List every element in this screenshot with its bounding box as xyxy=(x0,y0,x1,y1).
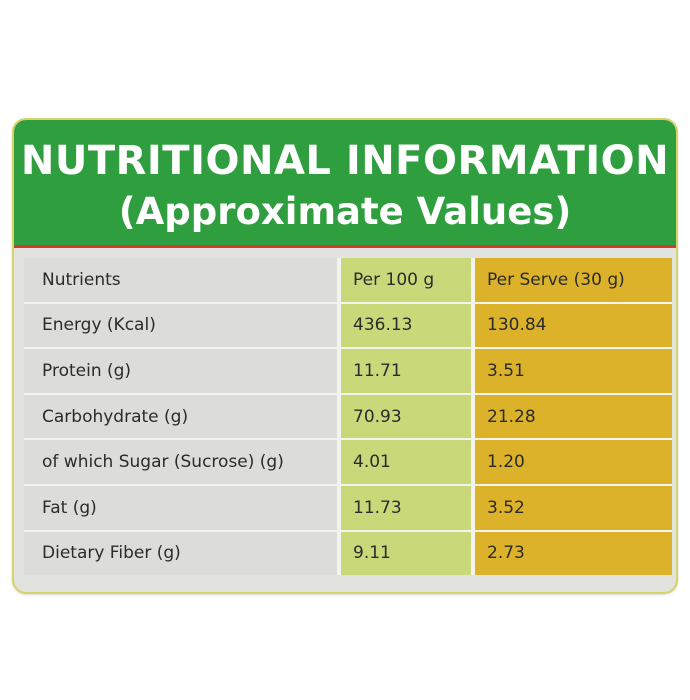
nutrient-name: Energy (Kcal) xyxy=(24,302,337,350)
table-header-row: Nutrients Per 100 g Per Serve (30 g) xyxy=(24,258,672,304)
value-per-serve: 130.84 xyxy=(475,302,672,350)
table-row: Energy (Kcal) 436.13 130.84 xyxy=(24,302,672,350)
table-row: Carbohydrate (g) 70.93 21.28 xyxy=(24,393,672,441)
value-per-100g: 11.71 xyxy=(341,348,471,395)
column-header-per-100g: Per 100 g xyxy=(341,258,471,304)
table-row: Protein (g) 11.71 3.51 xyxy=(24,348,672,395)
value-per-serve: 21.28 xyxy=(475,393,672,441)
value-per-serve: 2.73 xyxy=(475,530,672,576)
value-per-100g: 11.73 xyxy=(341,484,471,532)
value-per-100g: 70.93 xyxy=(341,393,471,441)
column-header-nutrients: Nutrients xyxy=(24,258,337,304)
value-per-serve: 3.52 xyxy=(475,484,672,532)
column-header-per-serve: Per Serve (30 g) xyxy=(475,258,672,304)
label-title: NUTRITIONAL INFORMATION xyxy=(20,138,670,184)
table-row: Fat (g) 11.73 3.52 xyxy=(24,484,672,532)
value-per-100g: 4.01 xyxy=(341,439,471,486)
nutrient-name: Dietary Fiber (g) xyxy=(24,530,337,576)
nutrient-name: Fat (g) xyxy=(24,484,337,532)
nutrient-name: of which Sugar (Sucrose) (g) xyxy=(24,439,337,486)
nutrition-label: NUTRITIONAL INFORMATION (Approximate Val… xyxy=(12,118,678,594)
value-per-serve: 1.20 xyxy=(475,439,672,486)
value-per-100g: 9.11 xyxy=(341,530,471,576)
label-subtitle: (Approximate Values) xyxy=(118,190,572,233)
table-row: of which Sugar (Sucrose) (g) 4.01 1.20 xyxy=(24,439,672,486)
nutrient-name: Protein (g) xyxy=(24,348,337,395)
value-per-100g: 436.13 xyxy=(341,302,471,350)
nutrition-table: Nutrients Per 100 g Per Serve (30 g) Ene… xyxy=(24,258,672,576)
nutrient-name: Carbohydrate (g) xyxy=(24,393,337,441)
table-row: Dietary Fiber (g) 9.11 2.73 xyxy=(24,530,672,576)
label-header: NUTRITIONAL INFORMATION (Approximate Val… xyxy=(14,120,676,248)
value-per-serve: 3.51 xyxy=(475,348,672,395)
